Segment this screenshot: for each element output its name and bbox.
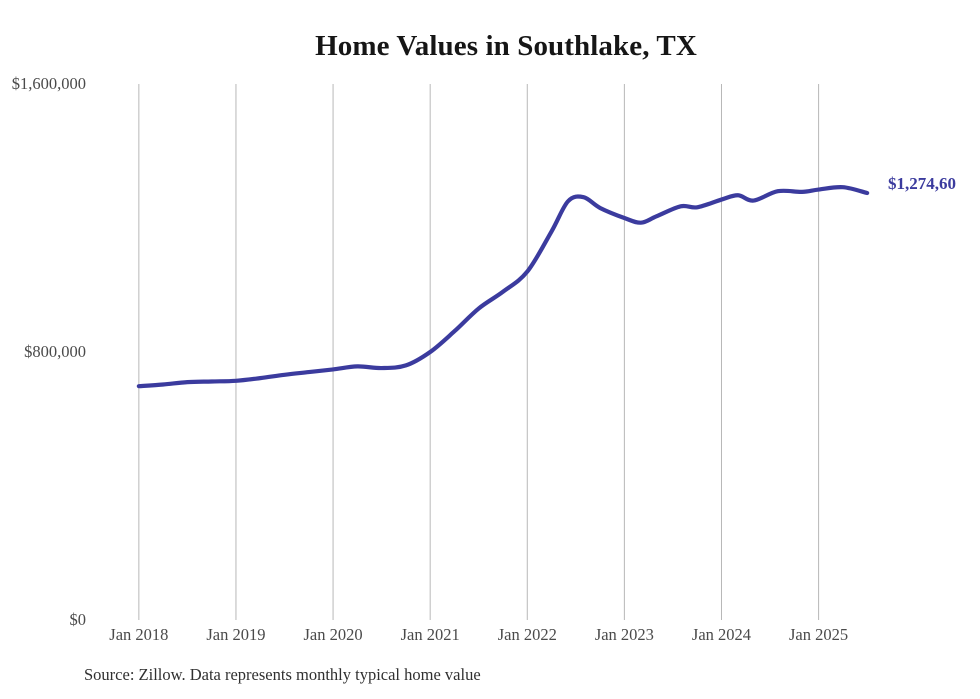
y-tick-label-1: $800,000 [24, 342, 86, 361]
y-tick-label-2: $1,600,000 [11, 74, 86, 93]
series-lines [136, 184, 870, 389]
x-tick-label-3: Jan 2021 [400, 625, 460, 644]
x-tick-label-4: Jan 2022 [497, 625, 557, 644]
end-value-annotation: $1,274,60 [888, 174, 956, 193]
x-tick-label-0: Jan 2018 [109, 625, 169, 644]
x-tick-label-5: Jan 2023 [594, 625, 654, 644]
x-tick-label-7: Jan 2025 [789, 625, 849, 644]
x-tick-label-1: Jan 2019 [206, 625, 266, 644]
gridlines [138, 84, 820, 620]
x-tick-label-2: Jan 2020 [303, 625, 363, 644]
x-tick-label-6: Jan 2024 [691, 625, 752, 644]
chart-title: Home Values in Southlake, TX [315, 30, 697, 62]
source-note: Source: Zillow. Data represents monthly … [84, 665, 481, 684]
series-line-0 [136, 184, 870, 389]
y-tick-label-0: $0 [69, 610, 87, 629]
